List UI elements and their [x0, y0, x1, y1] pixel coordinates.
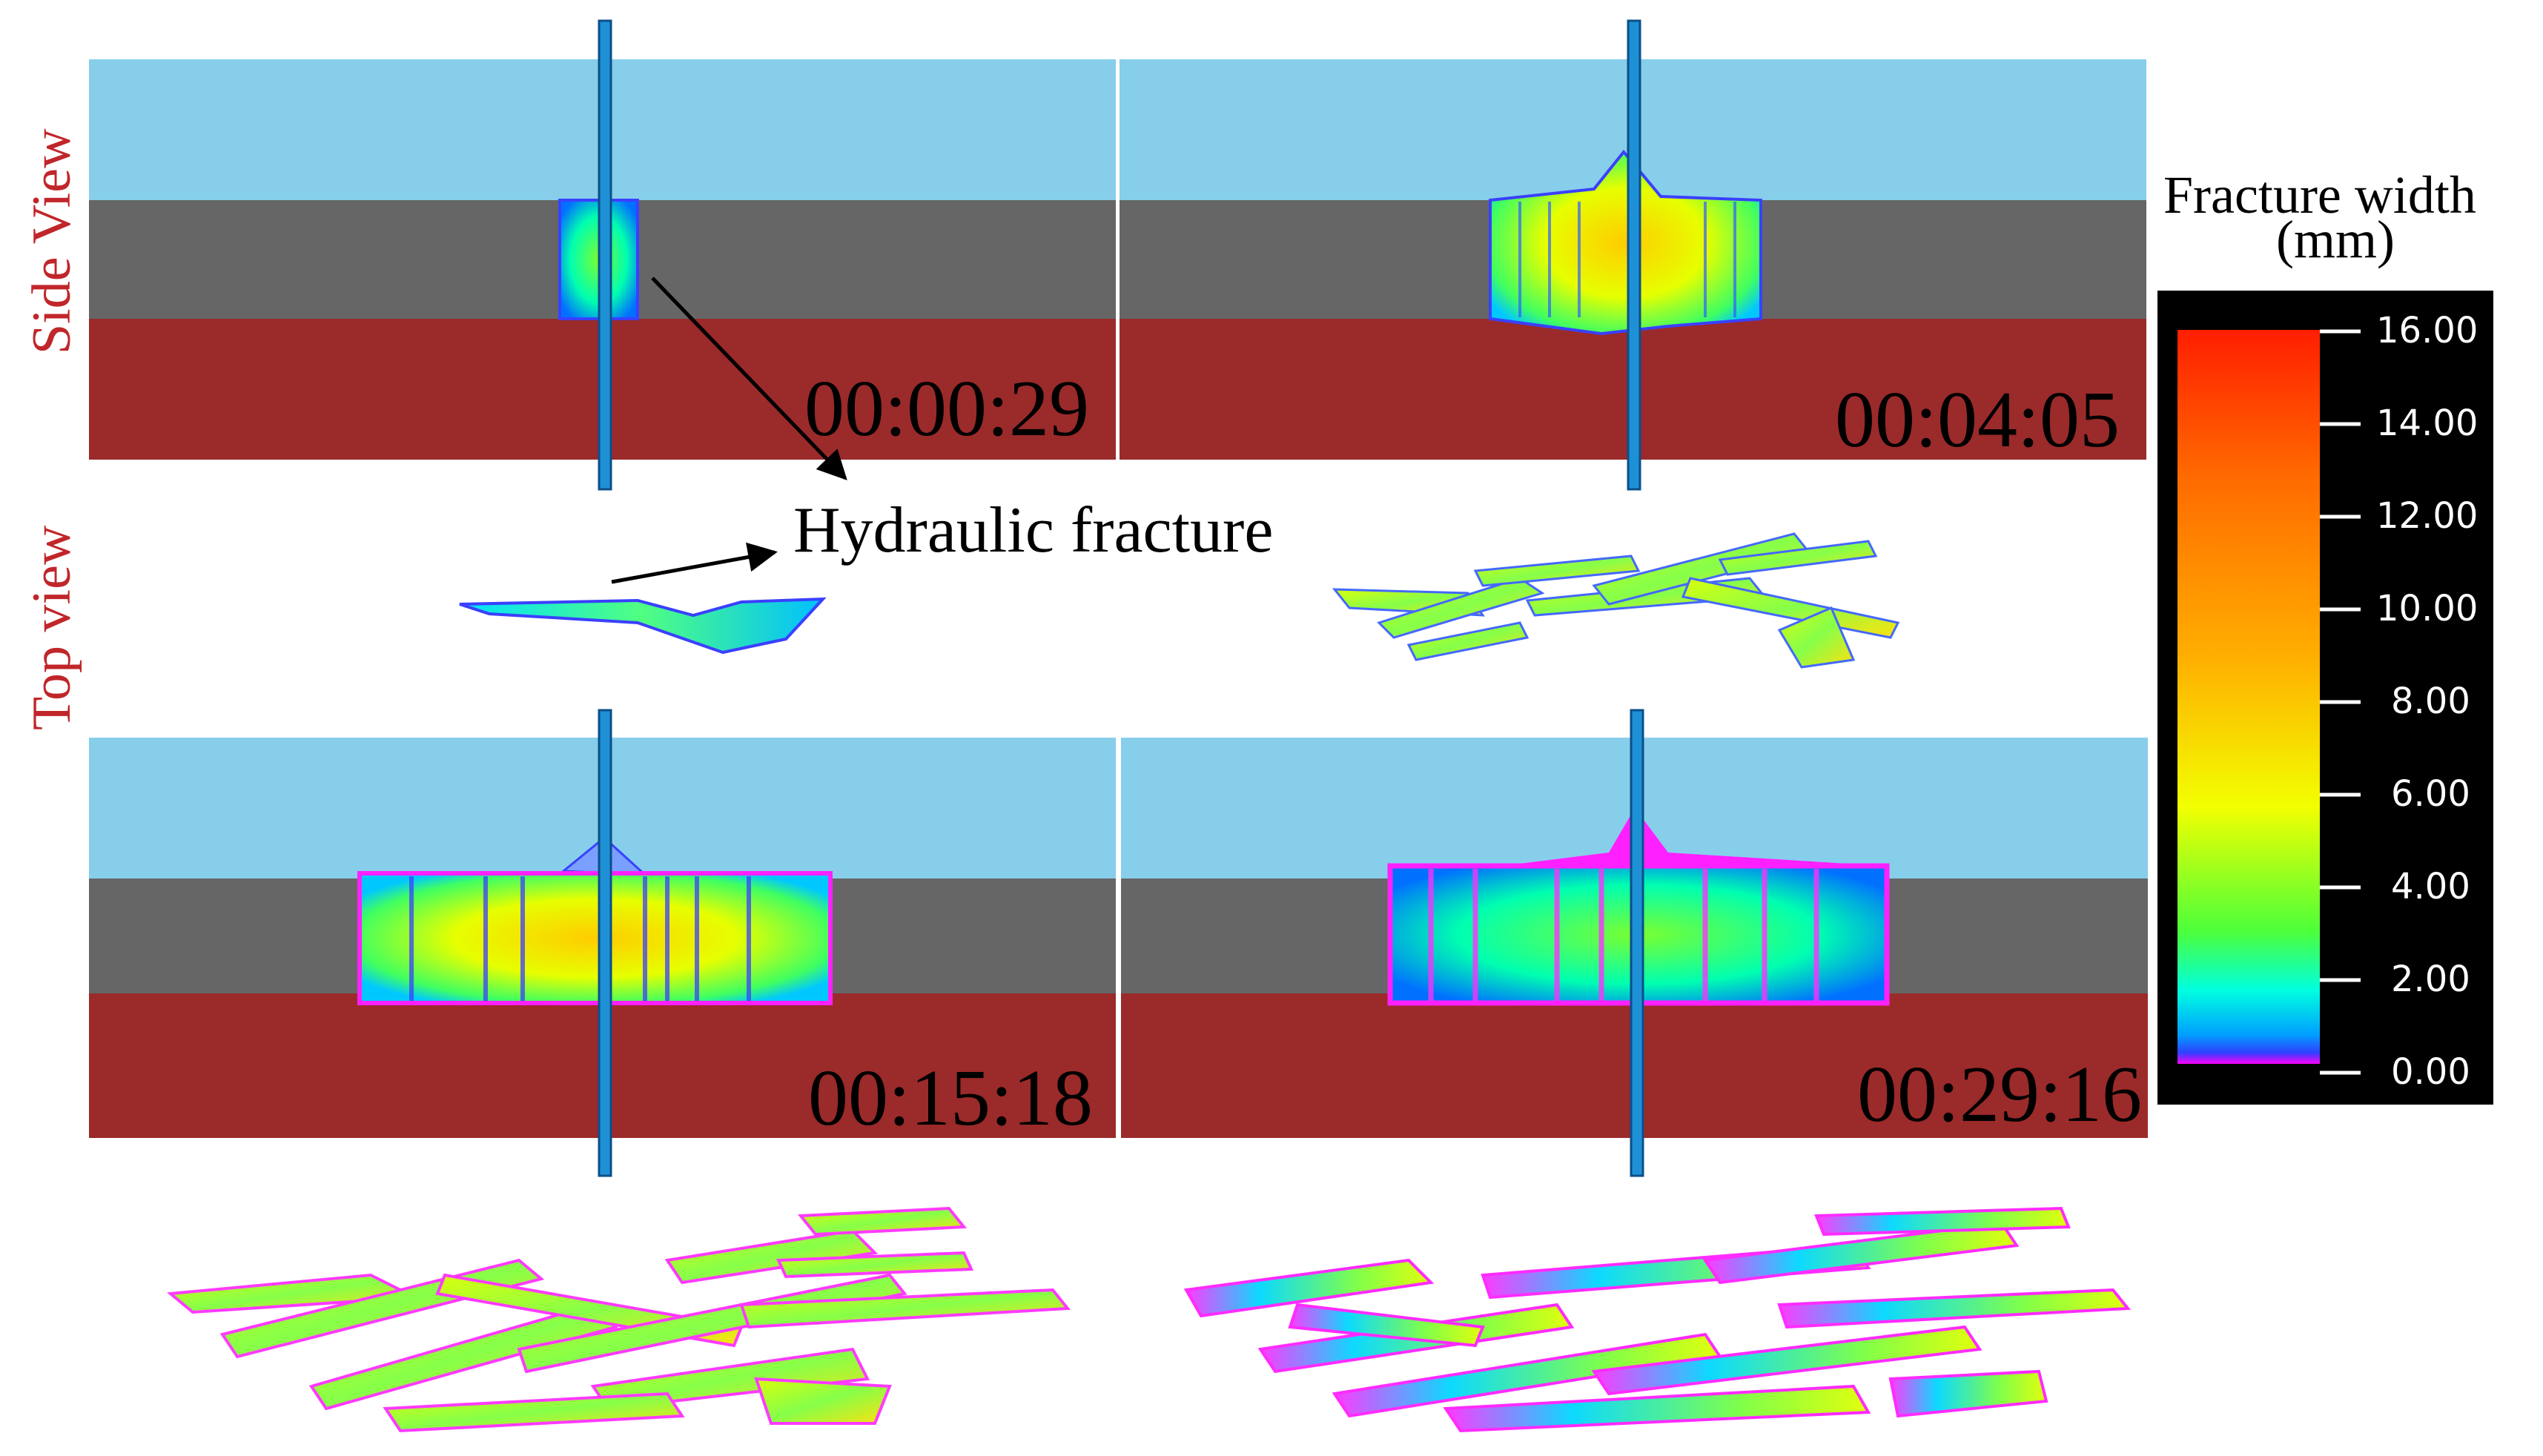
colorbar-tick-label: 6.00 [2391, 773, 2470, 815]
top-view-network-3 [167, 1206, 1071, 1433]
colorbar-tick-label: 10.00 [2376, 588, 2478, 629]
fracture-body [357, 871, 833, 1005]
side-view-label: Side View [22, 128, 82, 354]
wellbore-2 [1627, 19, 1641, 491]
timestamp-panel-2: 00:04:05 [1835, 376, 2120, 464]
arrow-to-top-fracture [611, 542, 778, 584]
top-view-network-2 [1332, 532, 1900, 669]
colorbar-tick-label: 12.00 [2376, 495, 2478, 537]
wellbores [598, 19, 1644, 1177]
annotation-arrows [611, 277, 847, 584]
timestamp-panel-4: 00:29:16 [1857, 1050, 2143, 1139]
top-view-label: Top view [22, 525, 82, 730]
colorbar-ticks [2320, 329, 2361, 1075]
colorbar-title: Fracture width [2163, 165, 2476, 225]
colorbar-unit: (mm) [2276, 210, 2395, 269]
hydraulic-fracture-label: Hydraulic fracture [793, 494, 1274, 566]
top-view-network-4 [1183, 1206, 2131, 1433]
colorbar-tick-label: 2.00 [2391, 959, 2470, 1000]
colorbar-tick-label: 8.00 [2391, 681, 2470, 722]
colorbar-gradient [2177, 330, 2320, 1064]
colorbar-tick-label: 14.00 [2376, 403, 2478, 444]
arrow-to-side-fracture [651, 277, 847, 480]
top-view-network-1 [459, 597, 827, 655]
colorbar-tick-label: 0.00 [2391, 1051, 2470, 1093]
timestamp-panel-1: 00:00:29 [804, 365, 1090, 453]
wellbore-4 [1630, 709, 1644, 1177]
fracture-body [1489, 149, 1762, 336]
colorbar-tick-label: 16.00 [2376, 310, 2478, 351]
colorbar-tick-label: 4.00 [2391, 866, 2470, 907]
timestamp-panel-3: 00:15:18 [808, 1054, 1094, 1142]
wellbore-1 [598, 19, 612, 491]
wellbore-3 [598, 709, 612, 1177]
colorbar [2157, 291, 2493, 1105]
